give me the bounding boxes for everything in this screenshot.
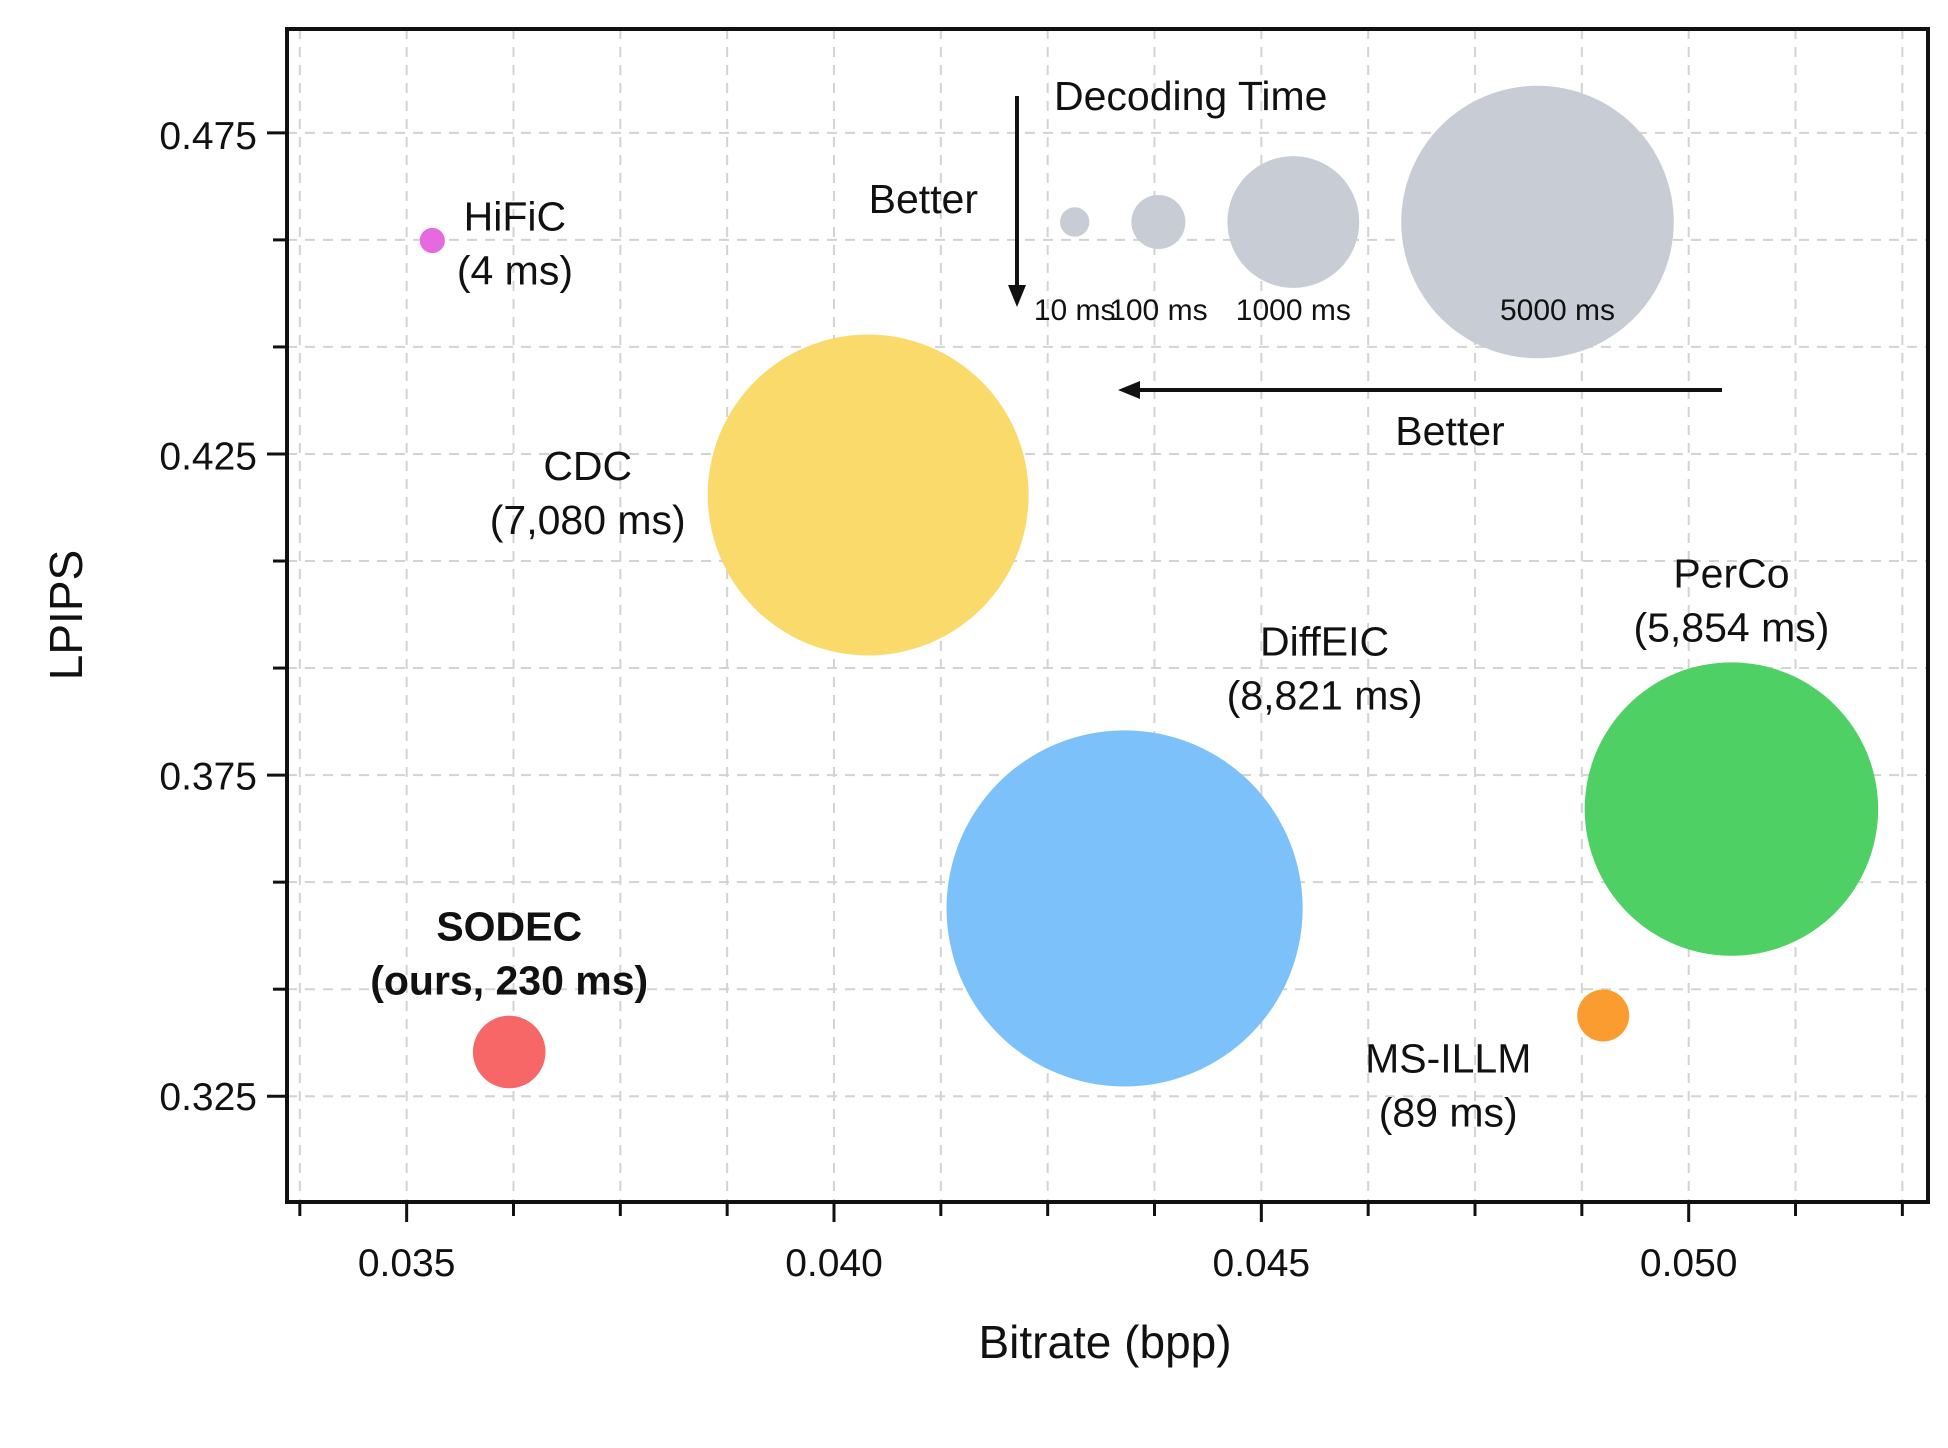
label-hific-name: HiFiC (464, 194, 566, 240)
bubble-ms-illm (1577, 989, 1630, 1042)
legend-label-5000: 5000 ms (1500, 294, 1615, 327)
horizontal-better-label: Better (1395, 408, 1504, 454)
y-tick-label: 0.425 (159, 435, 257, 478)
label-cdc-name: CDC (543, 443, 632, 489)
label-cdc-time: (7,080 ms) (490, 497, 686, 543)
x-axis-label: Bitrate (bpp) (978, 1316, 1231, 1368)
bubble-cdc (707, 334, 1029, 656)
label-ms-illm-name: MS-ILLM (1365, 1035, 1531, 1081)
size-legend-title: Decoding Time (1054, 73, 1327, 119)
tick-layer: 0.035 0.040 0.045 0.050 0.325 0.375 0.425 0.475 (159, 115, 1904, 1285)
vertical-arrowhead (1008, 285, 1026, 307)
y-axis-label: LPIPS (40, 550, 92, 680)
label-perco-time: (5,854 ms) (1633, 604, 1829, 650)
label-sodec-time: (ours, 230 ms) (370, 958, 648, 1004)
horizontal-better-arrow: Better (1118, 381, 1722, 454)
bubble-diffeic (946, 730, 1303, 1087)
label-diffeic-time: (8,821 ms) (1227, 672, 1423, 718)
label-hific-time: (4 ms) (457, 248, 573, 294)
point-label-layer: HiFiC (4 ms) CDC (7,080 ms) DiffEIC (8,821 ms… (370, 194, 1829, 1136)
plot-frame (285, 27, 1930, 1204)
bubble-layer (419, 227, 1879, 1089)
legend-bubble-100 (1131, 195, 1186, 249)
x-tick-label: 0.035 (358, 1242, 456, 1285)
bubble-hific (419, 227, 445, 254)
bubble-perco (1584, 662, 1879, 956)
x-tick-label: 0.040 (785, 1242, 883, 1285)
y-tick-label: 0.375 (159, 756, 257, 799)
label-perco-name: PerCo (1673, 550, 1789, 596)
legend-label-100: 100 ms (1109, 294, 1207, 327)
vertical-better-label: Better (869, 176, 978, 222)
legend-label-10: 10 ms (1034, 294, 1116, 327)
x-tick-label: 0.050 (1640, 1242, 1738, 1285)
vertical-better-arrow: Better (869, 96, 1026, 307)
x-tick-label: 0.045 (1213, 1242, 1311, 1285)
bubble-sodec (472, 1015, 546, 1089)
label-sodec-name: SODEC (436, 904, 582, 950)
label-diffeic-name: DiffEIC (1260, 618, 1389, 664)
legend-bubble-1000 (1227, 156, 1360, 288)
legend-label-1000: 1000 ms (1236, 294, 1351, 327)
y-tick-label: 0.475 (159, 115, 257, 158)
label-ms-illm-time: (89 ms) (1379, 1089, 1518, 1135)
legend-bubble-10 (1060, 207, 1090, 237)
legend-bubble-5000 (1401, 85, 1674, 359)
horizontal-arrowhead (1118, 381, 1140, 399)
y-tick-label: 0.325 (159, 1076, 257, 1119)
